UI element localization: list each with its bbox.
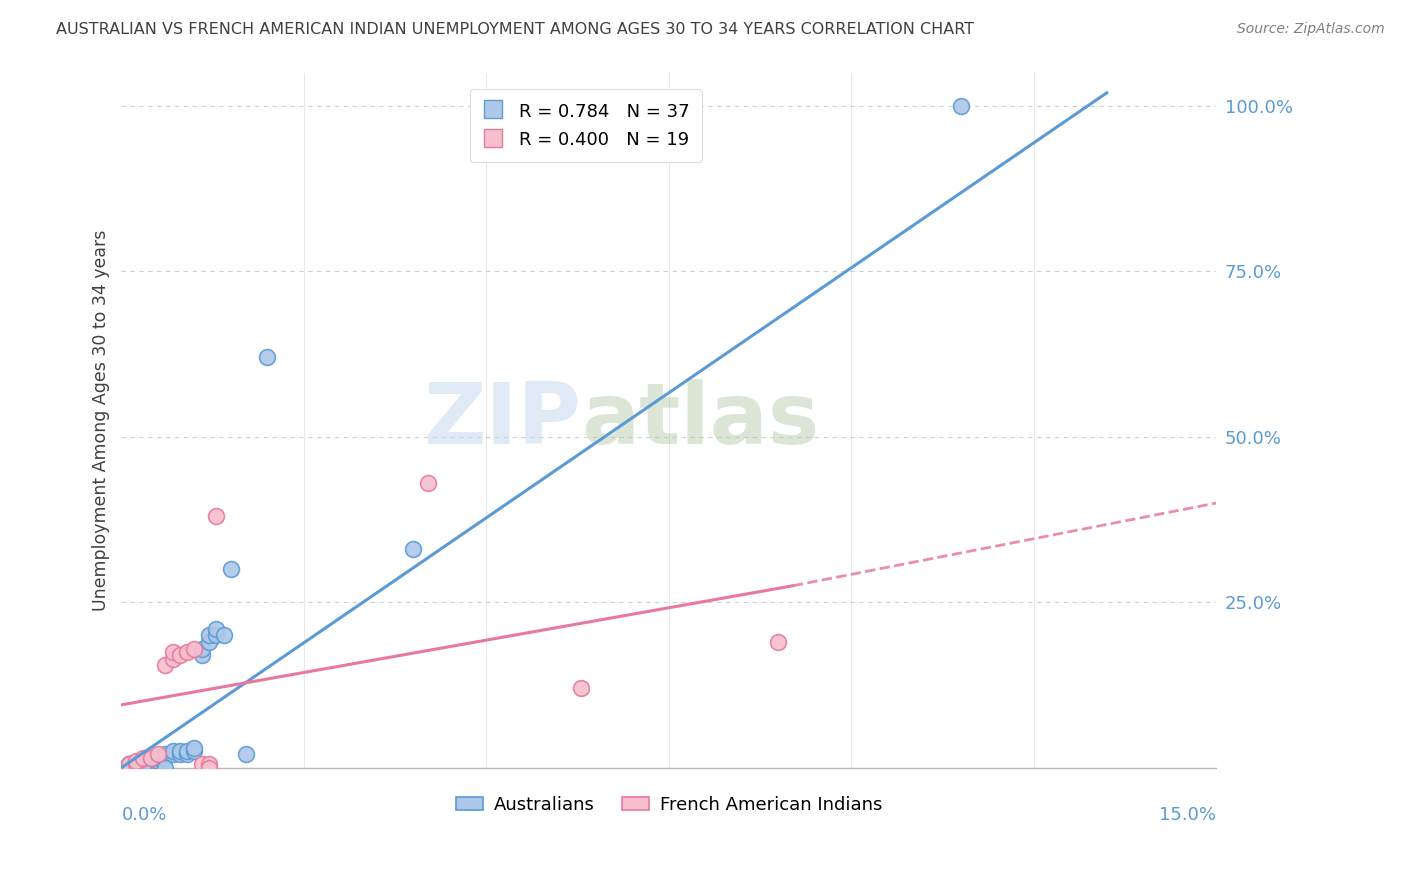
- Point: [139, 751, 162, 765]
- Point: [139, 757, 162, 772]
- Point: [176, 747, 198, 762]
- Point: [162, 651, 184, 665]
- Point: [183, 744, 205, 758]
- Text: 0.0%: 0.0%: [121, 805, 167, 824]
- Point: [162, 645, 184, 659]
- Point: [512, 99, 534, 113]
- Point: [183, 641, 205, 656]
- Point: [125, 757, 148, 772]
- Point: [198, 628, 221, 642]
- Point: [132, 757, 155, 772]
- Point: [162, 747, 184, 762]
- Legend: Australians, French American Indians: Australians, French American Indians: [449, 789, 889, 822]
- Point: [155, 761, 177, 775]
- Point: [125, 754, 148, 768]
- Point: [205, 509, 228, 524]
- Point: [183, 740, 205, 755]
- Point: [205, 628, 228, 642]
- Point: [146, 751, 169, 765]
- Point: [139, 754, 162, 768]
- Point: [118, 757, 141, 772]
- Point: [146, 754, 169, 768]
- Point: [190, 757, 212, 772]
- Point: [169, 744, 191, 758]
- Point: [569, 99, 592, 113]
- Point: [155, 751, 177, 765]
- Point: [132, 757, 155, 772]
- Point: [155, 658, 177, 673]
- Text: AUSTRALIAN VS FRENCH AMERICAN INDIAN UNEMPLOYMENT AMONG AGES 30 TO 34 YEARS CORR: AUSTRALIAN VS FRENCH AMERICAN INDIAN UNE…: [56, 22, 974, 37]
- Text: ZIP: ZIP: [423, 379, 581, 462]
- Point: [198, 757, 221, 772]
- Point: [219, 562, 242, 576]
- Y-axis label: Unemployment Among Ages 30 to 34 years: Unemployment Among Ages 30 to 34 years: [93, 229, 110, 611]
- Point: [169, 648, 191, 663]
- Point: [190, 641, 212, 656]
- Text: atlas: atlas: [581, 379, 820, 462]
- Point: [155, 747, 177, 762]
- Point: [212, 628, 235, 642]
- Point: [548, 99, 571, 113]
- Point: [132, 751, 155, 765]
- Point: [205, 622, 228, 636]
- Point: [169, 747, 191, 762]
- Point: [190, 648, 212, 663]
- Point: [118, 757, 141, 772]
- Point: [198, 635, 221, 649]
- Text: Source: ZipAtlas.com: Source: ZipAtlas.com: [1237, 22, 1385, 37]
- Point: [125, 757, 148, 772]
- Point: [176, 645, 198, 659]
- Point: [132, 761, 155, 775]
- Point: [162, 744, 184, 758]
- Point: [176, 744, 198, 758]
- Point: [256, 351, 278, 365]
- Point: [949, 99, 972, 113]
- Point: [402, 542, 425, 557]
- Point: [118, 757, 141, 772]
- Point: [416, 476, 439, 491]
- Point: [198, 761, 221, 775]
- Point: [125, 757, 148, 772]
- Point: [768, 635, 790, 649]
- Point: [146, 747, 169, 762]
- Point: [235, 747, 257, 762]
- Point: [569, 681, 592, 696]
- Text: 15.0%: 15.0%: [1159, 805, 1216, 824]
